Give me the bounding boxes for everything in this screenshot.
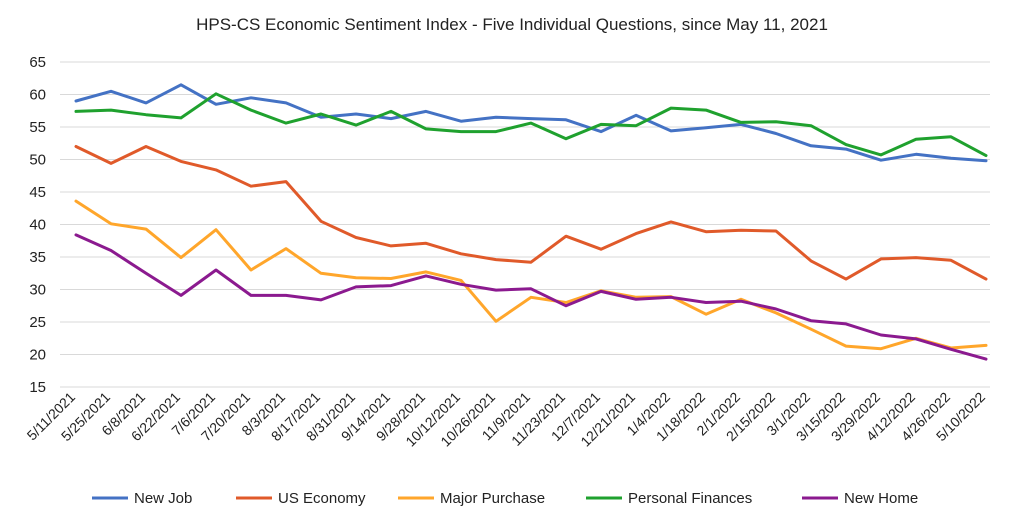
legend-label: Personal Finances <box>628 490 752 507</box>
y-tick-label: 15 <box>29 379 46 396</box>
series-layer <box>74 83 988 361</box>
y-tick-label: 45 <box>29 184 46 201</box>
legend-label: US Economy <box>278 490 366 507</box>
y-tick-label: 60 <box>29 87 46 104</box>
y-tick-label: 55 <box>29 119 46 136</box>
y-tick-label: 50 <box>29 152 46 169</box>
x-axis-ticks: 5/11/20215/25/20216/8/20216/22/20217/6/2… <box>23 389 988 450</box>
series-line-personal-finances <box>74 92 988 158</box>
y-tick-label: 20 <box>29 347 46 364</box>
y-tick-label: 35 <box>29 249 46 266</box>
legend-label: New Job <box>134 490 192 507</box>
series-line-us-economy <box>74 145 988 281</box>
chart-title: HPS-CS Economic Sentiment Index - Five I… <box>196 15 828 34</box>
series-line-new-home <box>74 233 988 361</box>
y-tick-label: 25 <box>29 314 46 331</box>
series-line-new-job <box>74 83 988 163</box>
y-tick-label: 30 <box>29 282 46 299</box>
y-tick-label: 40 <box>29 217 46 234</box>
legend: New Job US Economy Major Purchase Personal … <box>92 490 918 507</box>
series-line-major-purchase <box>74 199 988 351</box>
legend-label: Major Purchase <box>440 490 545 507</box>
y-axis-ticks: 15 20 25 30 35 40 45 50 55 60 65 <box>29 54 46 396</box>
grid-layer <box>60 61 990 388</box>
y-tick-label: 65 <box>29 54 46 71</box>
legend-label: New Home <box>844 490 918 507</box>
